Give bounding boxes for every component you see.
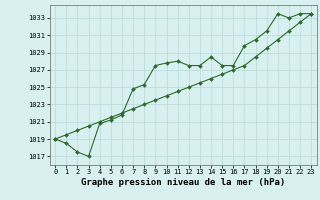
X-axis label: Graphe pression niveau de la mer (hPa): Graphe pression niveau de la mer (hPa)	[81, 178, 285, 187]
